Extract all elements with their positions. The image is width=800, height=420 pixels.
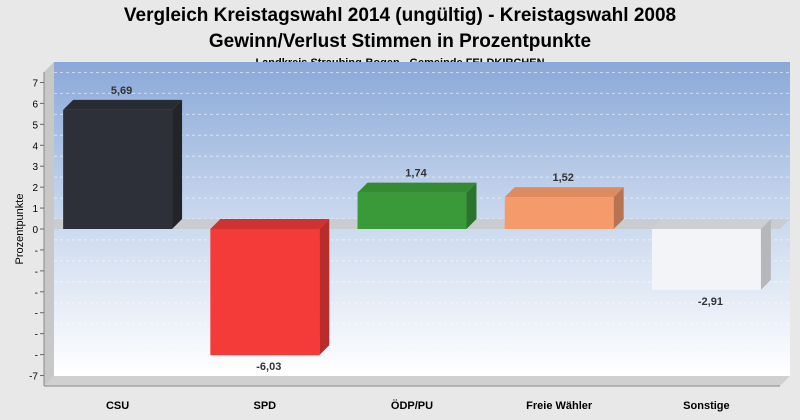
bar-sonstige — [651, 219, 771, 290]
y-tick-label: - — [35, 309, 38, 320]
bar-side — [466, 182, 477, 229]
data-label: -2,91 — [698, 296, 723, 308]
y-tick-label: - — [35, 330, 38, 341]
x-tick-label: CSU — [106, 400, 129, 412]
bar-top — [504, 187, 624, 198]
x-tick-label: ÖDP/PU — [391, 399, 433, 412]
y-tick-label: 7 — [32, 78, 38, 89]
x-tick-label: Freie Wähler — [526, 400, 593, 412]
x-tick-label: Sonstige — [683, 400, 729, 412]
bar-front — [210, 229, 320, 356]
y-tick-label: 1 — [32, 204, 38, 215]
bar-top — [651, 219, 771, 229]
y-tick-label: 5 — [32, 120, 38, 131]
y-tick-label: -7 — [29, 372, 38, 383]
y-tick-label: - — [35, 246, 38, 257]
bar-front — [504, 197, 614, 229]
bar-side — [760, 219, 771, 290]
bar-top — [210, 219, 330, 229]
y-tick-label: 6 — [32, 99, 38, 110]
x-tick-label: SPD — [253, 400, 276, 412]
bar--dp-pu — [357, 182, 477, 229]
y-tick-label: 3 — [32, 162, 38, 173]
data-label: 1,74 — [405, 168, 427, 180]
data-label: 5,69 — [111, 85, 132, 97]
bar-side — [172, 99, 183, 229]
bar-csu — [63, 99, 183, 229]
plot-floor — [44, 376, 790, 386]
y-tick-label: 2 — [32, 183, 38, 194]
bar-top — [357, 182, 477, 193]
bar-front — [357, 192, 467, 229]
bar-side — [613, 187, 624, 229]
y-tick-label: - — [35, 351, 38, 362]
y-tick-label: - — [35, 288, 38, 299]
bar-side — [319, 219, 330, 356]
y-tick-label: - — [35, 267, 38, 278]
y-axis-label: Prozentpunkte — [14, 194, 26, 265]
bar-top — [63, 99, 183, 110]
bar-front — [63, 109, 173, 229]
chart-title-line2: Gewinn/Verlust Stimmen in Prozentpunkte — [208, 31, 592, 52]
bar-spd — [210, 219, 330, 356]
y-tick-label: 0 — [32, 225, 38, 236]
bar-front — [651, 229, 761, 290]
data-label: 1,52 — [552, 172, 573, 184]
bar-freie-w-hler — [504, 187, 624, 229]
chart-title: Vergleich Kreistagswahl 2014 (ungültig) … — [123, 5, 677, 26]
y-tick-label: 4 — [32, 141, 38, 152]
data-label: -6,03 — [256, 361, 281, 373]
